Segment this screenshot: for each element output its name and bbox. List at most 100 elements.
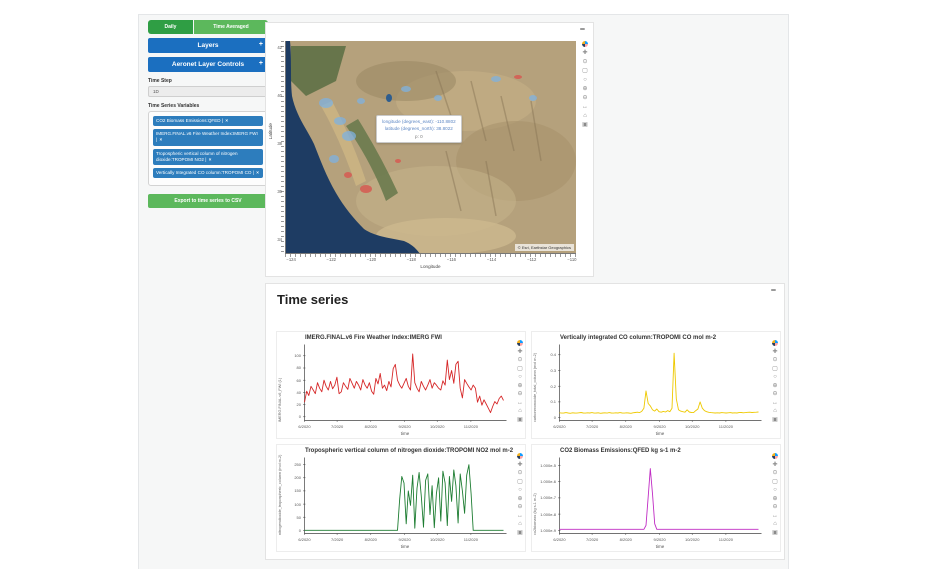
- reset-axes-icon[interactable]: ⌂: [518, 521, 522, 527]
- time-step-input[interactable]: [148, 86, 268, 97]
- collapse-timeseries-panel-button[interactable]: −: [770, 285, 776, 295]
- map-y-tick-label: 40: [277, 92, 282, 98]
- plotly-logo-icon[interactable]: [517, 453, 523, 459]
- x-tick-label: 11/2020: [718, 424, 733, 429]
- camera-icon[interactable]: ▣: [582, 122, 588, 128]
- co-column-chart: Vertically integrated CO column:TROPOMI …: [531, 331, 781, 439]
- zoom-in-icon[interactable]: ⊕: [517, 495, 523, 502]
- box-select-icon[interactable]: ▢: [517, 365, 523, 372]
- y-tick-label: 1.000e-8: [540, 511, 556, 517]
- y-tick-label: 1.000e-7: [540, 495, 556, 501]
- zoom-icon[interactable]: ⊙: [517, 470, 523, 476]
- camera-icon[interactable]: ▣: [517, 416, 523, 423]
- chart-title: Tropospheric vertical column of nitrogen…: [305, 448, 514, 454]
- x-tick-label: 8/2020: [364, 424, 377, 429]
- pan-icon[interactable]: ✚: [582, 50, 588, 56]
- y-tick-label: 1.000e-5: [540, 462, 556, 468]
- y-tick-label: 100: [294, 353, 301, 359]
- map-x-tick-label: −116: [446, 257, 456, 262]
- x-tick-label: 6/2020: [553, 424, 566, 429]
- lasso-icon[interactable]: ○: [773, 487, 777, 493]
- layers-panel-header[interactable]: Layers +: [148, 38, 268, 53]
- autoscale-icon[interactable]: ↔: [517, 399, 523, 406]
- reset-axes-icon[interactable]: ⌂: [773, 521, 777, 527]
- plotly-logo-icon[interactable]: [517, 340, 523, 346]
- pan-icon[interactable]: ✚: [517, 461, 523, 468]
- map-terrain-image: [286, 41, 576, 253]
- zoom-icon[interactable]: ⊙: [517, 357, 523, 363]
- lasso-icon[interactable]: ○: [583, 77, 587, 83]
- camera-icon[interactable]: ▣: [772, 416, 778, 423]
- chart-plot-area[interactable]: [558, 457, 762, 535]
- zoom-out-icon[interactable]: ⊖: [517, 391, 523, 397]
- autoscale-icon[interactable]: ↔: [517, 512, 523, 519]
- box-select-icon[interactable]: ▢: [772, 365, 778, 372]
- y-tick-label: 60: [296, 377, 301, 383]
- zoom-out-icon[interactable]: ⊖: [582, 95, 588, 101]
- zoom-in-icon[interactable]: ⊕: [772, 382, 778, 389]
- daily-button[interactable]: Daily: [148, 20, 193, 34]
- aeronet-panel-header[interactable]: Aeronet Layer Controls +: [148, 57, 268, 72]
- chart-y-axis-label: nitrogendioxide_tropospheric_column (mol…: [278, 454, 282, 535]
- zoom-icon[interactable]: ⊙: [772, 357, 778, 363]
- chart-y-axis-label: carbonmonoxide_total_column (mol m-2): [533, 352, 537, 422]
- camera-icon[interactable]: ▣: [517, 529, 523, 536]
- chart-plot-area[interactable]: [303, 457, 507, 535]
- chart-plot-area[interactable]: [558, 344, 762, 422]
- pan-icon[interactable]: ✚: [517, 348, 523, 355]
- map-satellite-view[interactable]: longitude (degrees_east): -110.8802 lati…: [285, 41, 576, 254]
- variable-tag[interactable]: CO2 Biomass Emissions:QFED | ×: [153, 116, 263, 127]
- y-tick-label: 250: [294, 462, 301, 468]
- zoom-icon[interactable]: ⊙: [582, 59, 588, 65]
- variable-tag[interactable]: IMERG.FINAL.v6 Fire Weather Index:IMERG …: [153, 129, 263, 146]
- y-tick-label: 0: [553, 415, 556, 421]
- pan-icon[interactable]: ✚: [772, 348, 778, 355]
- reset-axes-icon[interactable]: ⌂: [773, 408, 777, 414]
- remove-tag-icon[interactable]: ×: [225, 118, 229, 123]
- zoom-in-icon[interactable]: ⊕: [582, 86, 588, 92]
- zoom-out-icon[interactable]: ⊖: [517, 504, 523, 510]
- x-tick-label: 7/2020: [331, 537, 344, 542]
- x-tick-label: 10/2020: [684, 537, 700, 542]
- autoscale-icon[interactable]: ↔: [582, 104, 588, 110]
- lasso-icon[interactable]: ○: [518, 374, 522, 380]
- zoom-in-icon[interactable]: ⊕: [772, 495, 778, 502]
- reset-axes-icon[interactable]: ⌂: [583, 113, 587, 119]
- tooltip-p-value: p: 0: [415, 133, 423, 139]
- plotly-logo-icon[interactable]: [772, 340, 778, 346]
- plotly-logo-icon[interactable]: [772, 453, 778, 459]
- zoom-out-icon[interactable]: ⊖: [772, 504, 778, 510]
- chart-x-axis-label: time: [400, 544, 410, 549]
- reset-axes-icon[interactable]: ⌂: [518, 408, 522, 414]
- variable-tag-label: CO2 Biomass Emissions:QFED: [156, 118, 221, 123]
- expand-icon[interactable]: +: [258, 60, 263, 67]
- export-csv-button[interactable]: Export to time series to CSV: [148, 194, 268, 209]
- zoom-icon[interactable]: ⊙: [772, 470, 778, 476]
- autoscale-icon[interactable]: ↔: [772, 512, 778, 519]
- variable-tag[interactable]: Tropospheric vertical column of nitrogen…: [153, 148, 263, 165]
- expand-icon[interactable]: +: [258, 41, 263, 48]
- plotly-logo-icon[interactable]: [582, 41, 588, 47]
- x-tick-label: 10/2020: [429, 424, 445, 429]
- collapse-map-panel-button[interactable]: −: [579, 24, 585, 34]
- box-select-icon[interactable]: ▢: [582, 68, 588, 74]
- box-select-icon[interactable]: ▢: [517, 478, 523, 485]
- time-averaged-button[interactable]: Time Averaged: [194, 20, 268, 34]
- remove-tag-icon[interactable]: ×: [159, 137, 163, 143]
- remove-tag-icon[interactable]: ×: [256, 169, 259, 175]
- zoom-in-icon[interactable]: ⊕: [517, 382, 523, 389]
- x-tick-label: 10/2020: [429, 537, 445, 542]
- y-tick-label: 1.000e-6: [540, 479, 556, 485]
- pan-icon[interactable]: ✚: [772, 461, 778, 468]
- tag-divider: |: [205, 156, 207, 162]
- chart-x-axis-label: time: [400, 431, 410, 436]
- autoscale-icon[interactable]: ↔: [772, 399, 778, 406]
- lasso-icon[interactable]: ○: [518, 487, 522, 493]
- lasso-icon[interactable]: ○: [773, 374, 777, 380]
- box-select-icon[interactable]: ▢: [772, 478, 778, 485]
- zoom-out-icon[interactable]: ⊖: [772, 391, 778, 397]
- variable-tag[interactable]: Vertically Integrated CO column:TROPOMI …: [153, 167, 263, 179]
- chart-plot-area[interactable]: [303, 344, 507, 422]
- camera-icon[interactable]: ▣: [772, 529, 778, 536]
- remove-tag-icon[interactable]: ×: [208, 156, 212, 162]
